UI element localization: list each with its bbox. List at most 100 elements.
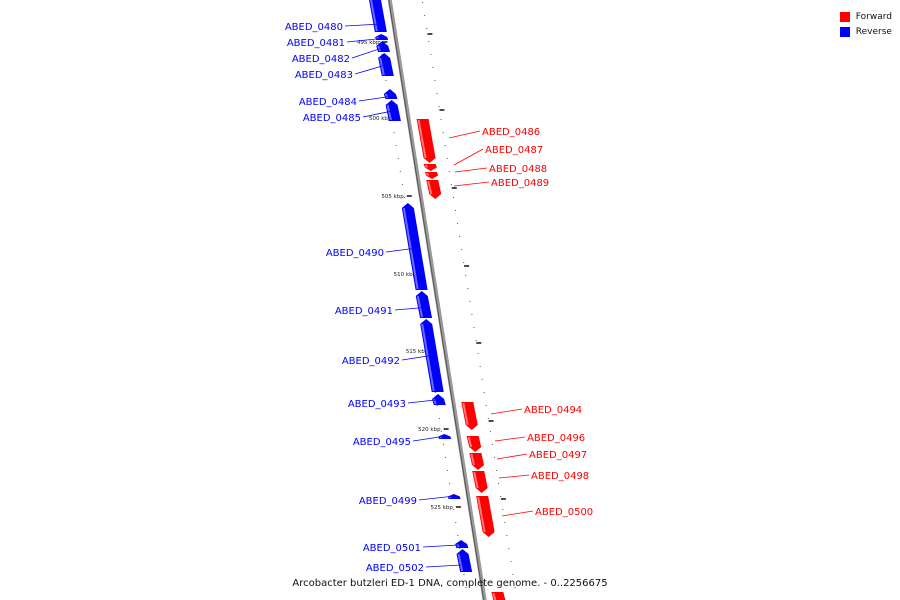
gene-label-abed-0500: ABED_0500 bbox=[535, 507, 593, 518]
gene-arrow-abed-0484-highlight bbox=[384, 93, 389, 99]
gene-label-abed-0490: ABED_0490 bbox=[326, 248, 384, 259]
gene-arrow-abed-0490 bbox=[401, 203, 428, 290]
minor-tick-right bbox=[432, 67, 434, 68]
gene-label-abed-0498: ABED_0498 bbox=[531, 471, 589, 482]
gene-leader-line bbox=[358, 95, 394, 102]
minor-tick-left bbox=[434, 392, 436, 393]
minor-tick-right bbox=[473, 327, 475, 328]
gene-arrow-abed-0494-highlight bbox=[462, 402, 469, 426]
gene-leader-line bbox=[494, 436, 526, 442]
gene-leader-line bbox=[498, 474, 530, 479]
gene-label-abed-0496: ABED_0496 bbox=[527, 433, 585, 444]
minor-tick-right bbox=[454, 210, 456, 211]
minor-tick-right bbox=[422, 2, 424, 3]
gene-label-abed-0501: ABED_0501 bbox=[363, 543, 421, 554]
gene-leader-line bbox=[418, 495, 456, 501]
gene-label-abed-0487: ABED_0487 bbox=[485, 145, 543, 156]
minor-tick-left bbox=[457, 535, 459, 536]
gene-leader-line bbox=[425, 564, 462, 568]
minor-tick-left bbox=[463, 574, 465, 575]
minor-tick-right bbox=[475, 340, 477, 341]
gene-arrow-abed-0485-highlight bbox=[386, 104, 392, 121]
gene-label-abed-0481: ABED_0481 bbox=[287, 38, 345, 49]
gene-leader-line bbox=[346, 37, 387, 43]
minor-tick-right bbox=[469, 301, 471, 302]
kbp-tick-label: 510 kbp bbox=[394, 272, 417, 278]
minor-tick-right bbox=[491, 444, 493, 445]
minor-tick-right bbox=[477, 353, 479, 354]
gene-label-abed-0485: ABED_0485 bbox=[303, 113, 361, 124]
minor-tick-left bbox=[395, 145, 397, 146]
gene-leader-line bbox=[453, 181, 490, 187]
genome-caption: Arcobacter butzleri ED-1 DNA, complete g… bbox=[292, 578, 608, 589]
minor-tick-right bbox=[467, 288, 469, 289]
gene-label-abed-0494: ABED_0494 bbox=[524, 405, 582, 416]
gene-label-abed-0489: ABED_0489 bbox=[491, 178, 549, 189]
minor-tick-left bbox=[401, 184, 403, 185]
gene-leader-line bbox=[344, 23, 382, 27]
gene-arrow-abed-0487-highlight bbox=[424, 164, 428, 168]
gene-arrow-abed-0491 bbox=[415, 291, 433, 318]
minor-tick-right bbox=[440, 119, 442, 120]
minor-tick-right bbox=[481, 379, 483, 380]
minor-tick-right bbox=[444, 145, 446, 146]
gene-label-abed-0486: ABED_0486 bbox=[482, 127, 540, 138]
minor-tick-left bbox=[465, 587, 467, 588]
legend-reverse: Reverse bbox=[839, 24, 892, 39]
minor-tick-left bbox=[444, 457, 446, 458]
kbp-tick-label: 495 kbp bbox=[357, 40, 380, 46]
minor-tick-right bbox=[504, 522, 506, 523]
legend-forward-label: Forward bbox=[855, 11, 892, 22]
minor-tick-left bbox=[381, 54, 383, 55]
forward-swatch bbox=[839, 11, 850, 22]
minor-tick-left bbox=[399, 171, 401, 172]
minor-tick-right bbox=[485, 405, 487, 406]
gene-leader-line bbox=[401, 354, 435, 361]
minor-tick-right bbox=[436, 93, 438, 94]
reverse-swatch bbox=[839, 26, 850, 37]
gene-arrow-abed-0482-highlight bbox=[377, 45, 381, 52]
minor-tick-right bbox=[446, 158, 448, 159]
minor-tick-right bbox=[510, 561, 512, 562]
gene-label-abed-0499: ABED_0499 bbox=[359, 496, 417, 507]
gene-leader-line bbox=[407, 398, 445, 404]
gene-label-abed-0492: ABED_0492 bbox=[342, 356, 400, 367]
gene-label-abed-0488: ABED_0488 bbox=[489, 164, 547, 175]
gene-label-abed-0483: ABED_0483 bbox=[295, 70, 353, 81]
gene-leader-line bbox=[496, 453, 528, 460]
minor-tick-right bbox=[430, 54, 432, 55]
minor-tick-right bbox=[479, 366, 481, 367]
minor-tick-left bbox=[379, 41, 381, 42]
minor-tick-left bbox=[403, 197, 405, 198]
minor-tick-right bbox=[471, 314, 473, 315]
minor-tick-right bbox=[498, 483, 500, 484]
minor-tick-left bbox=[442, 444, 444, 445]
gene-arrow-abed-0498-highlight bbox=[473, 471, 479, 489]
minor-tick-left bbox=[440, 431, 442, 432]
gene-arrow-abed-0488-highlight bbox=[426, 172, 429, 176]
minor-tick-right bbox=[450, 184, 452, 185]
minor-tick-left bbox=[436, 405, 438, 406]
gene-leader-line bbox=[354, 63, 390, 75]
gene-arrow-abed-0486-highlight bbox=[417, 119, 427, 159]
gene-arrow-abed-0483-highlight bbox=[379, 57, 385, 76]
minor-tick-right bbox=[500, 496, 502, 497]
minor-tick-right bbox=[452, 197, 454, 198]
gene-arrow-abed-0496-highlight bbox=[467, 436, 473, 448]
minor-tick-right bbox=[465, 275, 467, 276]
gene-arrow-abed-0480-highlight bbox=[370, 0, 378, 32]
minor-tick-right bbox=[496, 470, 498, 471]
gene-arrow-abed-0502-highlight bbox=[457, 553, 464, 572]
minor-tick-right bbox=[424, 15, 426, 16]
minor-tick-left bbox=[455, 522, 457, 523]
gene-label-abed-0484: ABED_0484 bbox=[299, 97, 357, 108]
kbp-tick-label: 520 kbp bbox=[418, 427, 441, 433]
gene-leader-line bbox=[501, 510, 534, 517]
minor-tick-right bbox=[438, 106, 440, 107]
gene-leader-line bbox=[362, 109, 398, 118]
minor-tick-right bbox=[428, 41, 430, 42]
gene-arrow-abed-0501-highlight bbox=[456, 543, 460, 548]
legend-forward: Forward bbox=[839, 9, 892, 24]
gene-leader-line bbox=[385, 247, 418, 253]
legend-reverse-label: Reverse bbox=[855, 26, 892, 37]
